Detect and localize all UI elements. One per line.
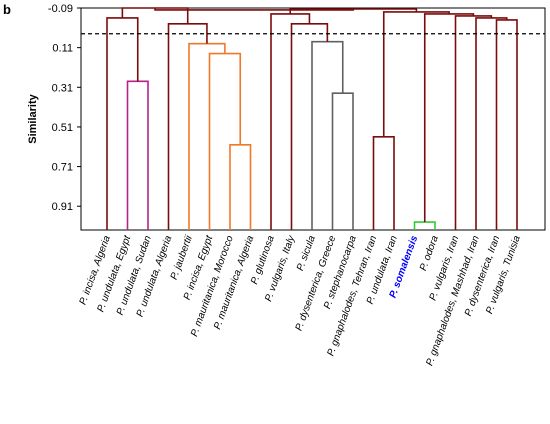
- dendrogram-link-m6: [167, 23, 208, 230]
- dendrogram-link-m15: [475, 17, 508, 230]
- dendrogram-link-m14: [495, 19, 518, 230]
- dendrogram-link-m9: [311, 40, 344, 230]
- dendrogram-link-m16: [454, 15, 493, 230]
- y-tick-label: 0.71: [52, 162, 73, 174]
- dendrogram-link-m13: [413, 221, 436, 230]
- dendrogram-link-m17: [423, 13, 475, 223]
- dendrogram-link-m2: [106, 17, 139, 230]
- axes: -0.09 0.11 0.31 0.51 0.71 0.91 Similarity: [27, 3, 546, 231]
- dendrogram-link-m12: [372, 136, 395, 230]
- y-tick-label: 0.31: [52, 82, 73, 94]
- dendrogram-link-m1: [126, 80, 149, 230]
- dendrogram-links: [106, 7, 518, 230]
- leaf-label: P. odora: [418, 234, 441, 272]
- panel-label: b: [3, 2, 11, 17]
- plot-frame: [80, 7, 546, 231]
- leaf-label: P. sicula: [295, 234, 318, 272]
- dendrogram-link-m8: [331, 92, 354, 230]
- dendrogram-link-m11: [270, 13, 311, 230]
- dendrogram-link-m4: [208, 52, 242, 230]
- y-tick-label: 0.91: [52, 201, 73, 213]
- dendrogram-link-m18: [382, 11, 450, 137]
- dendrogram-link-m10: [290, 23, 329, 230]
- dendrogram-link-m3: [229, 143, 252, 230]
- y-tick-label: 0.11: [52, 43, 73, 55]
- y-tick-label: 0.51: [52, 122, 73, 134]
- dendrogram-link-m5: [188, 42, 226, 230]
- y-axis-title: Similarity: [27, 93, 39, 143]
- dendrogram-link-m20: [154, 8, 355, 11]
- dendrogram-link-m19: [289, 8, 418, 14]
- y-tick-label: -0.09: [48, 3, 73, 15]
